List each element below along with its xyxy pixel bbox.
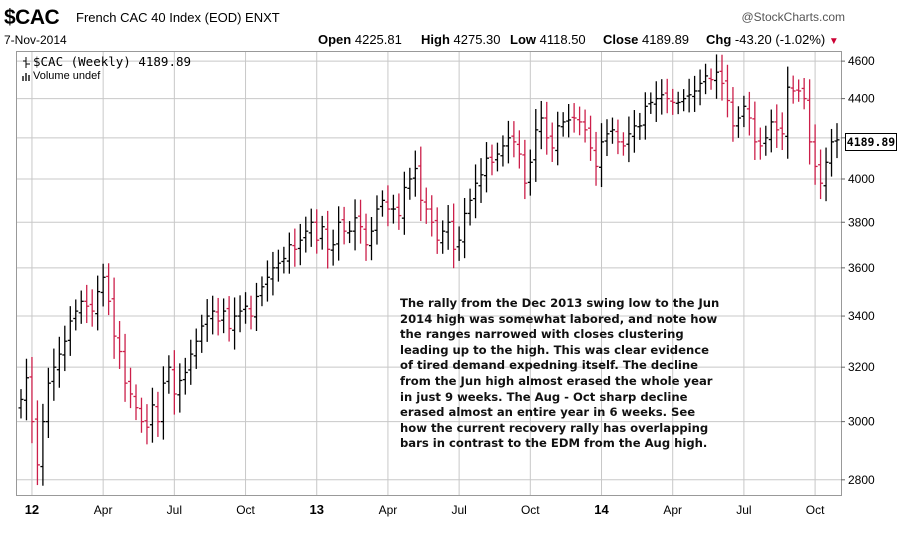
- x-tick-label: Jul: [451, 503, 466, 517]
- down-arrow-icon: ▼: [828, 36, 839, 47]
- x-tick-label: Oct: [521, 503, 540, 517]
- x-tick-label: Apr: [94, 503, 113, 517]
- y-tick-label: 4400: [848, 92, 875, 106]
- x-tick-label: Apr: [663, 503, 682, 517]
- chart-date: 7-Nov-2014: [4, 33, 67, 47]
- ohlc-bar-icon: [23, 57, 30, 68]
- x-tick-label: Jul: [167, 503, 182, 517]
- plot-area: [16, 51, 842, 496]
- x-tick-label: 13: [309, 502, 323, 517]
- y-tick-label: 3800: [848, 215, 875, 229]
- legend-price: $CAC (Weekly) 4189.89: [22, 54, 191, 69]
- chart-symbol: $CAC: [4, 6, 60, 29]
- low-readout: Low 4118.50: [510, 32, 586, 47]
- change-readout: Chg -43.20 (-1.02%) ▼: [706, 32, 839, 47]
- x-tick-label: Jul: [736, 503, 751, 517]
- x-tick-label: Oct: [236, 503, 255, 517]
- chart-title: French CAC 40 Index (EOD) ENXT: [76, 10, 280, 25]
- legend-volume: Volume undef: [22, 70, 100, 82]
- y-tick-label: 4000: [848, 172, 875, 186]
- y-tick-label: 4600: [848, 54, 875, 68]
- open-readout: Open 4225.81: [318, 32, 402, 47]
- volume-bars-icon: [22, 72, 30, 81]
- last-price-tag: 4189.89: [845, 133, 897, 151]
- x-tick-label: 14: [594, 502, 609, 517]
- close-readout: Close 4189.89: [603, 32, 690, 47]
- x-tick-label: 12: [25, 502, 39, 517]
- x-tick-label: Apr: [379, 503, 398, 517]
- y-tick-label: 3600: [848, 261, 875, 275]
- brand-logo: @StockCharts.com: [741, 10, 845, 24]
- high-readout: High 4275.30: [421, 32, 501, 47]
- annotation-text: The rally from the Dec 2013 swing low to…: [400, 296, 720, 451]
- y-tick-label: 3200: [848, 360, 875, 374]
- y-tick-label: 3000: [848, 415, 875, 429]
- y-tick-label: 2800: [848, 473, 875, 487]
- x-tick-label: Oct: [806, 503, 825, 517]
- y-tick-label: 3400: [848, 309, 875, 323]
